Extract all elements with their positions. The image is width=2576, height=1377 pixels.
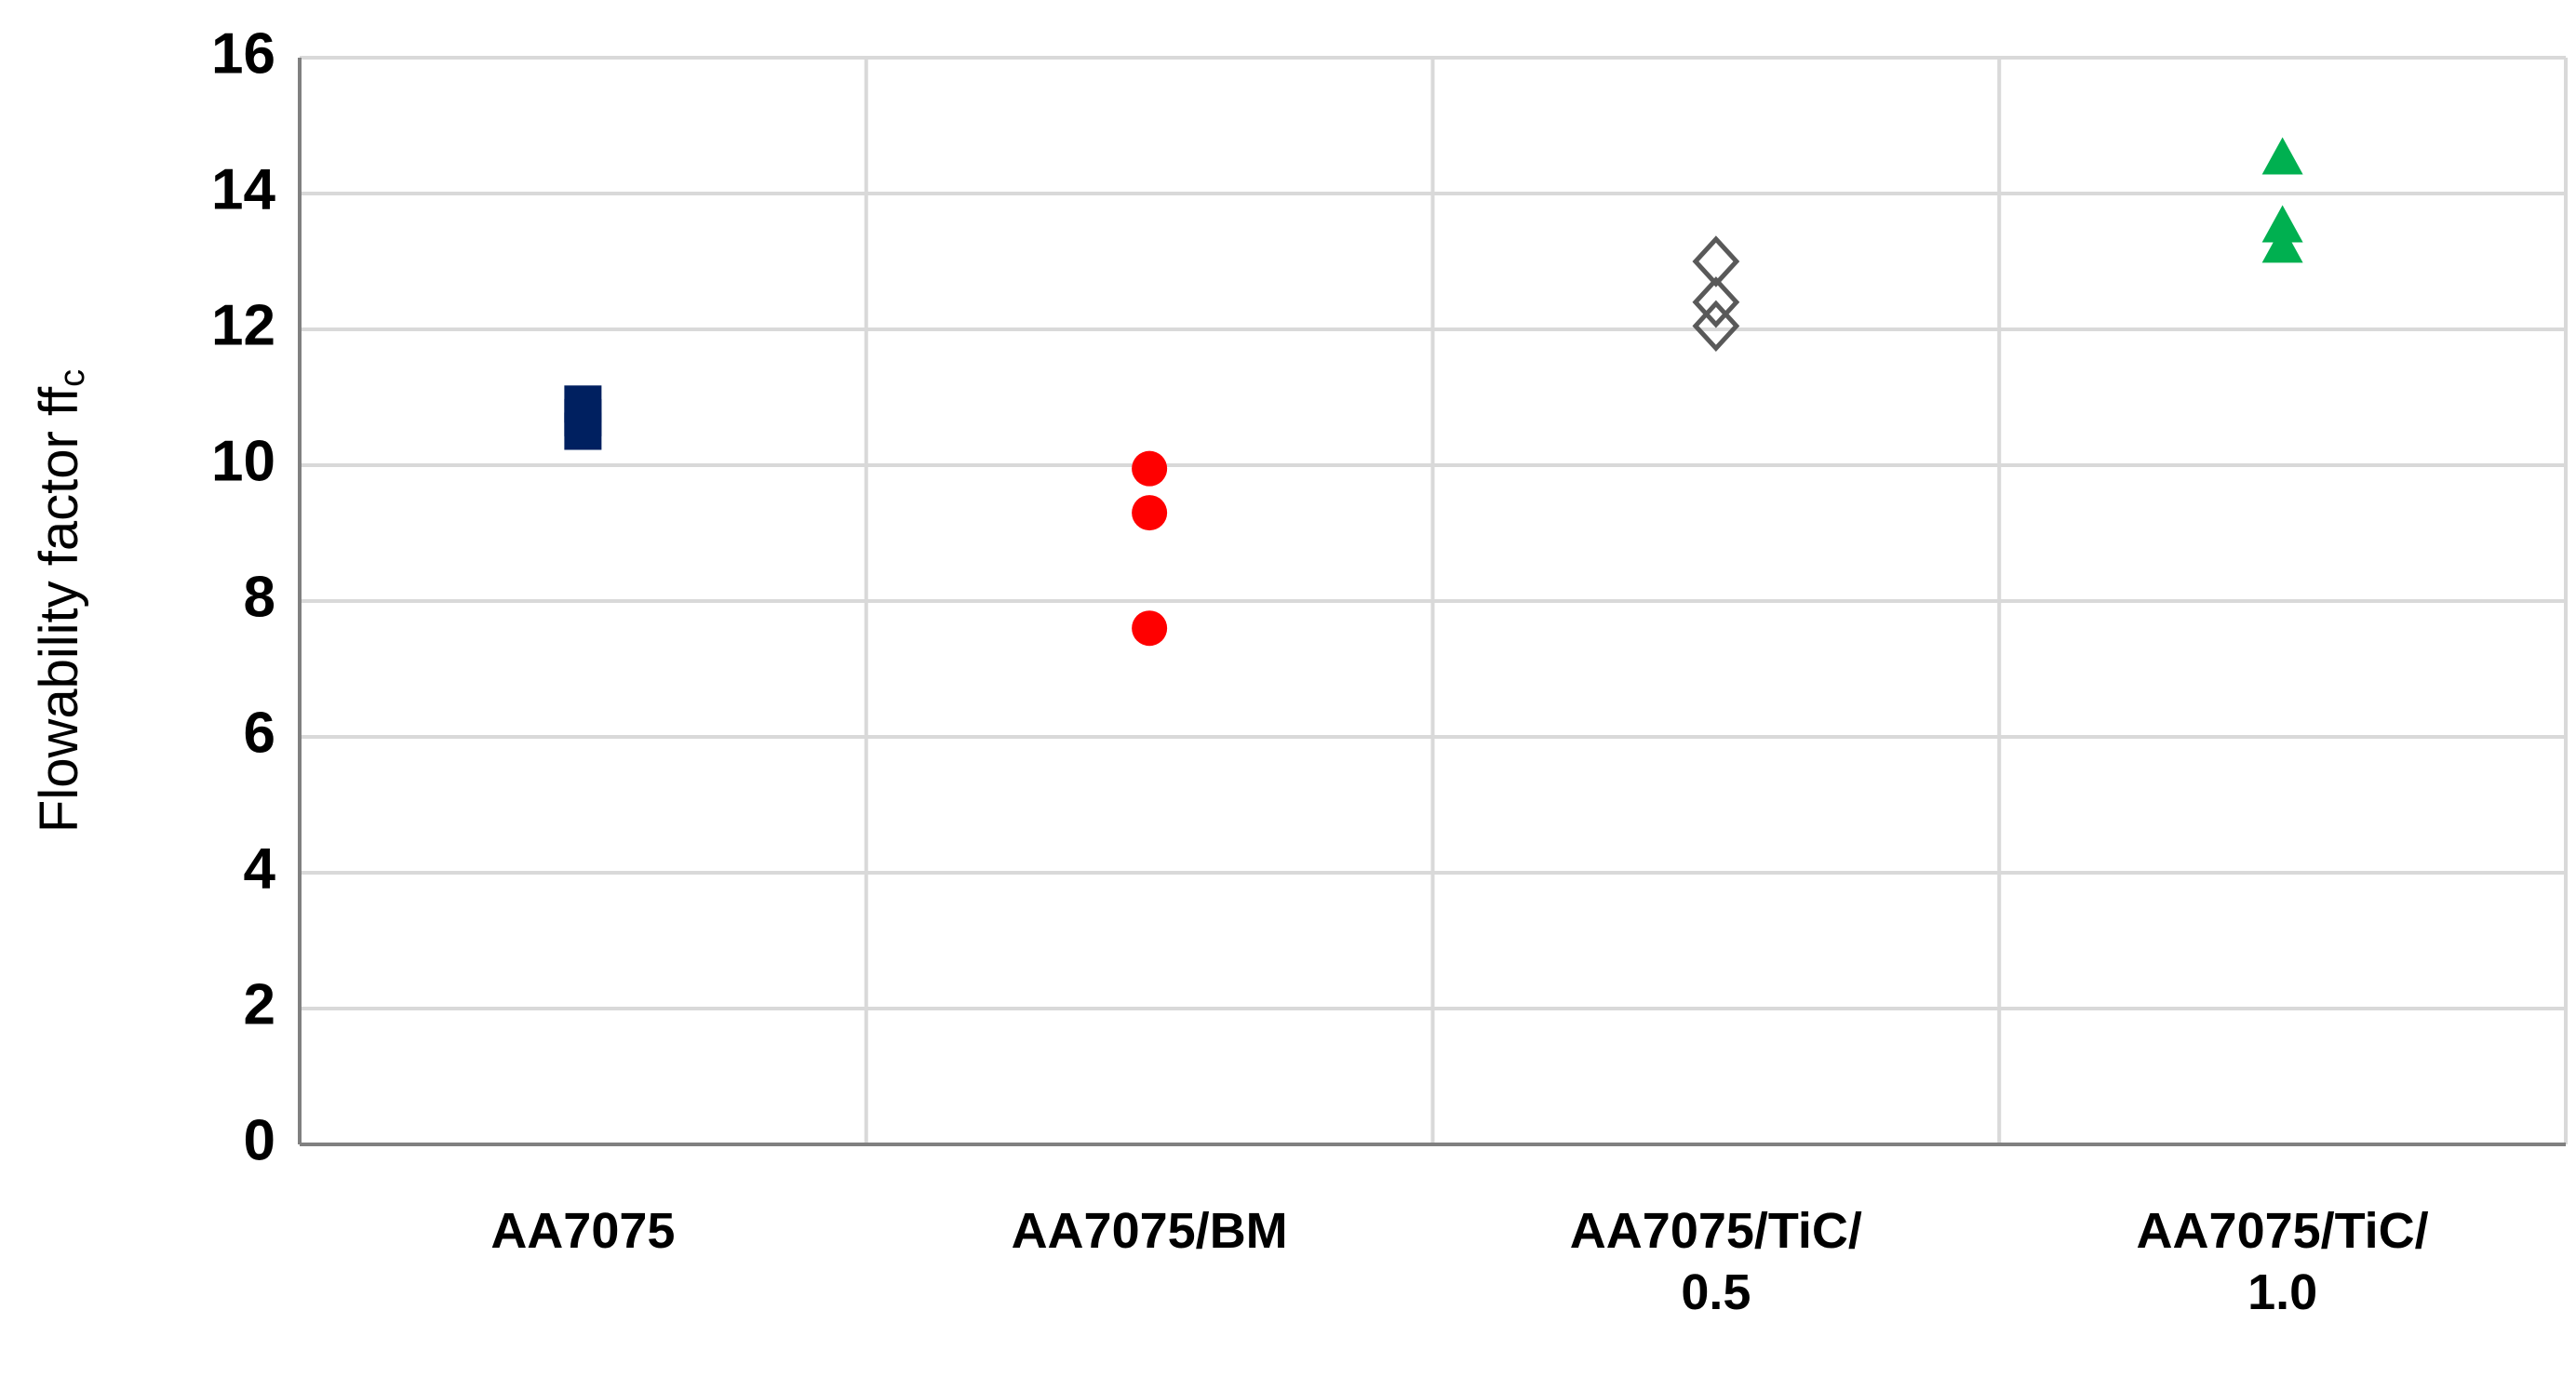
y-axis-label-text: Flowability factor ff: [29, 386, 89, 833]
x-tick-label: AA7075/TiC/ 1.0: [2136, 1203, 2429, 1320]
y-axis-label: Flowability factor ffc: [29, 369, 92, 833]
marker: [1132, 495, 1168, 531]
marker: [564, 385, 602, 423]
y-tick-label: 12: [211, 293, 275, 357]
y-tick-label: 16: [211, 21, 275, 86]
marker: [2261, 205, 2303, 243]
y-tick-label: 14: [211, 157, 275, 221]
y-tick-label: 8: [244, 565, 275, 629]
marker: [2261, 137, 2303, 175]
marker: [1692, 276, 1740, 328]
marker: [1692, 300, 1740, 353]
x-tick-label: AA7075/TiC/ 0.5: [1569, 1203, 1862, 1320]
x-tick-label: AA7075: [490, 1203, 676, 1259]
marker: [1132, 450, 1168, 487]
marker: [2261, 225, 2303, 263]
x-tick-label: AA7075/BM: [1011, 1203, 1288, 1259]
y-tick-label: 4: [244, 836, 276, 901]
y-axis-label-subscript: c: [53, 369, 92, 387]
marker: [1692, 235, 1740, 287]
y-tick-label: 10: [211, 429, 275, 493]
y-tick-label: 6: [244, 701, 275, 765]
y-tick-label: 2: [244, 972, 275, 1036]
y-tick-label: 0: [244, 1108, 275, 1172]
marker: [1132, 610, 1168, 647]
